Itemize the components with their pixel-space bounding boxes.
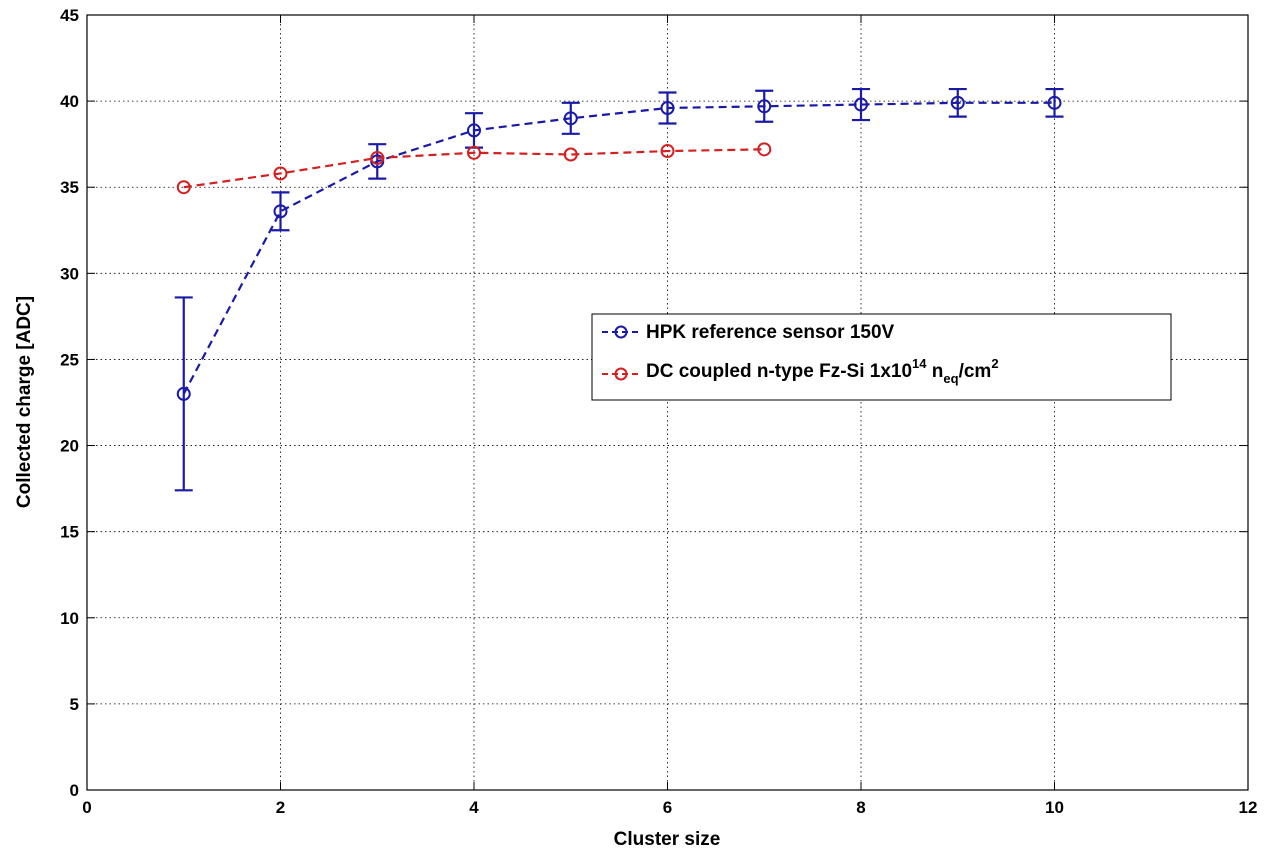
- data-point: [176, 386, 191, 401]
- y-tick-label: 0: [70, 781, 79, 800]
- legend-label-series-2-unit-exp: 2: [991, 356, 998, 371]
- data-point: [467, 123, 481, 138]
- data-point: [1047, 95, 1062, 110]
- y-tick-label: 35: [60, 178, 79, 197]
- legend-marker-series-1: [614, 325, 628, 339]
- data-point: [757, 99, 772, 114]
- data-point: [660, 144, 675, 159]
- x-tick-label: 0: [82, 798, 91, 817]
- series-1-line: [182, 101, 1055, 395]
- legend-label-series-1: HPK reference sensor 150V: [646, 322, 895, 343]
- series-1: [174, 87, 1064, 492]
- y-tick-label: 30: [60, 264, 79, 283]
- legend: HPK reference sensor 150V DC coupled n-t…: [591, 313, 1172, 401]
- y-tick-label: 10: [60, 609, 79, 628]
- data-point: [950, 95, 965, 110]
- legend-label-series-2-mid: n: [927, 361, 944, 382]
- x-tick-label: 6: [663, 798, 672, 817]
- legend-label-series-2: DC coupled n-type Fz-Si 1x1014 neq/cm2: [646, 356, 999, 386]
- x-tick-label: 12: [1239, 798, 1258, 817]
- x-axis-label: Cluster size: [614, 829, 721, 850]
- legend-box: [591, 313, 1172, 401]
- data-point: [273, 204, 288, 219]
- x-tick-label: 4: [469, 798, 479, 817]
- tick-marks: [86, 14, 1249, 791]
- legend-label-series-2-unit: /cm: [959, 361, 992, 382]
- x-tick-label: 2: [276, 798, 285, 817]
- data-point: [854, 97, 868, 112]
- data-point: [176, 180, 191, 195]
- data-point: [757, 142, 772, 157]
- data-point: [563, 147, 578, 162]
- data-point: [370, 150, 385, 165]
- data-point: [467, 145, 481, 160]
- y-tick-label: 15: [60, 523, 79, 542]
- data-point: [563, 111, 578, 126]
- y-axis-label: Collected charge [ADC]: [14, 296, 35, 508]
- legend-marker-series-2: [614, 367, 628, 381]
- y-tick-label: 5: [70, 695, 79, 714]
- y-tick-label: 40: [60, 92, 79, 111]
- legend-label-series-2-sub: eq: [943, 371, 958, 386]
- legend-label-series-2-exp: 14: [912, 356, 927, 371]
- x-tick-label: 8: [856, 798, 865, 817]
- series-layer: [174, 87, 1064, 492]
- series-2-line: [183, 148, 765, 189]
- data-point: [660, 101, 675, 115]
- tick-labels: 0 2 4 6 8 10 12 0 5 10 15 20 25 30 35 40 45: [60, 6, 1257, 817]
- data-point: [273, 166, 288, 181]
- series-2: [176, 142, 772, 195]
- legend-label-series-2-base: DC coupled n-type Fz-Si 1x10: [646, 361, 912, 382]
- y-tick-label: 45: [60, 6, 79, 25]
- y-tick-label: 20: [60, 437, 79, 456]
- x-tick-label: 10: [1045, 798, 1064, 817]
- y-tick-label: 25: [60, 350, 79, 369]
